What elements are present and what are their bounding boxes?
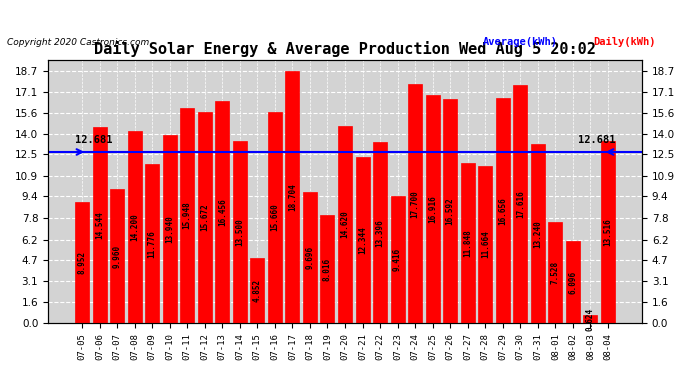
- Bar: [180, 108, 194, 323]
- Text: 13.240: 13.240: [533, 220, 542, 248]
- Bar: [198, 111, 212, 323]
- Bar: [549, 222, 562, 323]
- Text: 15.948: 15.948: [183, 202, 192, 229]
- Bar: [566, 241, 580, 323]
- Text: 15.672: 15.672: [200, 204, 209, 231]
- Text: 9.696: 9.696: [306, 246, 315, 269]
- Bar: [286, 70, 299, 323]
- Text: 16.592: 16.592: [446, 197, 455, 225]
- Text: 4.852: 4.852: [253, 279, 262, 302]
- Bar: [391, 196, 404, 323]
- Text: 14.620: 14.620: [340, 211, 350, 238]
- Bar: [408, 84, 422, 323]
- Title: Daily Solar Energy & Average Production Wed Aug 5 20:02: Daily Solar Energy & Average Production …: [94, 41, 596, 57]
- Bar: [303, 192, 317, 323]
- Bar: [496, 98, 510, 323]
- Bar: [338, 126, 352, 323]
- Text: 16.916: 16.916: [428, 195, 437, 223]
- Text: 15.660: 15.660: [270, 204, 279, 231]
- Text: 13.500: 13.500: [235, 218, 244, 246]
- Bar: [320, 215, 335, 323]
- Text: 9.960: 9.960: [112, 244, 121, 268]
- Text: Daily(kWh): Daily(kWh): [593, 37, 656, 47]
- Bar: [233, 141, 247, 323]
- Bar: [92, 127, 106, 323]
- Text: 13.396: 13.396: [375, 219, 384, 247]
- Bar: [215, 101, 229, 323]
- Bar: [478, 166, 492, 323]
- Text: 12.344: 12.344: [358, 226, 367, 254]
- Text: 14.544: 14.544: [95, 211, 104, 239]
- Bar: [584, 315, 598, 323]
- Text: 17.616: 17.616: [516, 190, 525, 218]
- Text: 12.681: 12.681: [578, 135, 615, 145]
- Text: 14.200: 14.200: [130, 213, 139, 241]
- Text: 16.456: 16.456: [218, 198, 227, 226]
- Text: 12.681: 12.681: [75, 135, 112, 145]
- Bar: [163, 135, 177, 323]
- Text: 16.656: 16.656: [498, 197, 507, 225]
- Text: 0.624: 0.624: [586, 308, 595, 331]
- Bar: [513, 85, 527, 323]
- Bar: [110, 189, 124, 323]
- Bar: [426, 95, 440, 323]
- Text: 8.952: 8.952: [77, 251, 86, 274]
- Text: 9.416: 9.416: [393, 248, 402, 272]
- Bar: [373, 142, 387, 323]
- Bar: [145, 164, 159, 323]
- Text: 7.528: 7.528: [551, 261, 560, 284]
- Text: Average(kWh): Average(kWh): [483, 37, 558, 47]
- Bar: [461, 163, 475, 323]
- Text: 13.516: 13.516: [604, 218, 613, 246]
- Text: 8.016: 8.016: [323, 258, 332, 281]
- Bar: [601, 141, 615, 323]
- Text: 11.664: 11.664: [481, 231, 490, 258]
- Text: 17.700: 17.700: [411, 190, 420, 217]
- Bar: [250, 258, 264, 323]
- Bar: [268, 112, 282, 323]
- Text: 11.776: 11.776: [148, 230, 157, 258]
- Bar: [355, 156, 370, 323]
- Text: 11.848: 11.848: [463, 230, 472, 257]
- Text: 18.704: 18.704: [288, 183, 297, 211]
- Bar: [75, 202, 89, 323]
- Text: 13.940: 13.940: [165, 215, 174, 243]
- Bar: [443, 99, 457, 323]
- Text: Copyright 2020 Castronics.com: Copyright 2020 Castronics.com: [7, 38, 149, 47]
- Text: 6.096: 6.096: [569, 271, 578, 294]
- Bar: [531, 144, 545, 323]
- Bar: [128, 132, 141, 323]
